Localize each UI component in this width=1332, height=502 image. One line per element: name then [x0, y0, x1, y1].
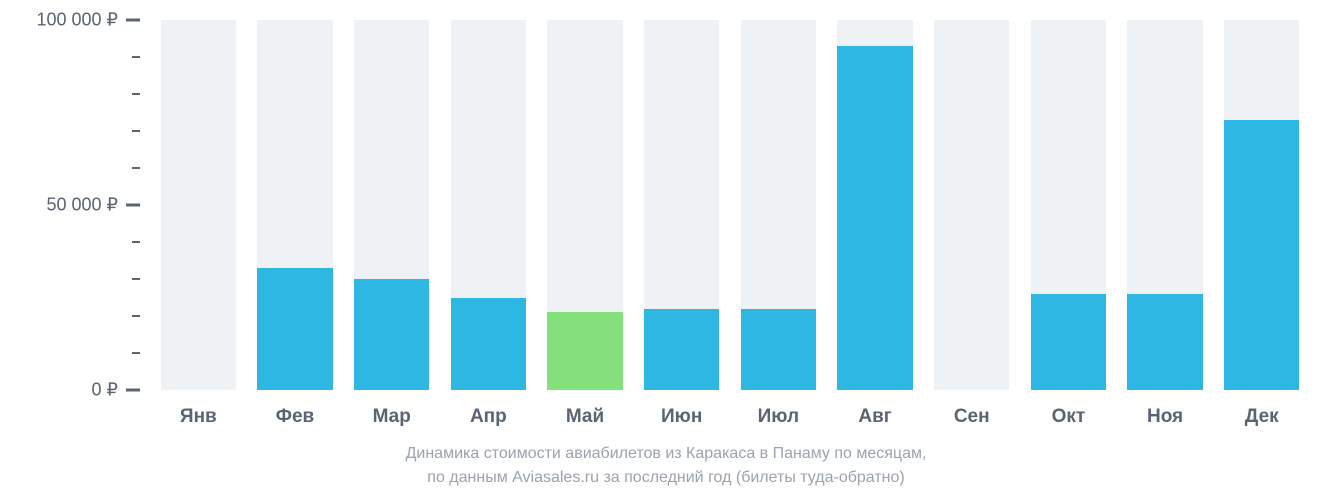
bar-background [547, 20, 622, 390]
x-axis-label: Апр [440, 400, 537, 428]
bar [837, 46, 912, 390]
y-tick-minor [132, 241, 140, 243]
bar [1224, 120, 1299, 390]
bar-slot [537, 20, 634, 390]
y-tick-minor [132, 93, 140, 95]
bar-slot [1117, 20, 1214, 390]
bar-background [1031, 20, 1106, 390]
bar [1031, 294, 1106, 390]
y-tick-mark [126, 204, 140, 207]
price-chart: 0 ₽50 000 ₽100 000 ₽ ЯнвФевМарАпрМайИюнИ… [0, 0, 1332, 502]
bar-background [837, 20, 912, 390]
caption-line-1: Динамика стоимости авиабилетов из Карака… [406, 445, 927, 462]
bar-slot [923, 20, 1020, 390]
y-tick-label: 100 000 ₽ [36, 10, 118, 31]
bar-background [741, 20, 816, 390]
plot-area [150, 20, 1310, 390]
bar [644, 309, 719, 390]
x-axis-label: Ноя [1117, 400, 1214, 428]
bar [741, 309, 816, 390]
caption-line-2: по данным Aviasales.ru за последний год … [427, 469, 904, 486]
x-axis-label: Мар [343, 400, 440, 428]
y-tick-label: 0 ₽ [92, 380, 118, 401]
bars-container [150, 20, 1310, 390]
y-tick-mark [126, 19, 140, 22]
bar-slot [827, 20, 924, 390]
y-tick-minor [132, 315, 140, 317]
bar-background [934, 20, 1009, 390]
bar-slot [1020, 20, 1117, 390]
bar-background [257, 20, 332, 390]
x-axis-labels: ЯнвФевМарАпрМайИюнИюлАвгСенОктНояДек [150, 400, 1310, 428]
x-axis-label: Фев [247, 400, 344, 428]
bar-highlight [547, 312, 622, 390]
y-tick-mark [126, 389, 140, 392]
y-tick-label: 50 000 ₽ [46, 195, 118, 216]
y-tick-major: 50 000 ₽ [46, 195, 140, 216]
bar-slot [247, 20, 344, 390]
y-tick-major: 0 ₽ [92, 380, 140, 401]
x-axis-label: Июл [730, 400, 827, 428]
x-axis-label: Июн [633, 400, 730, 428]
y-tick-minor [132, 278, 140, 280]
x-axis-label: Янв [150, 400, 247, 428]
bar [257, 268, 332, 390]
bar-background [644, 20, 719, 390]
bar-slot [343, 20, 440, 390]
bar-background [1224, 20, 1299, 390]
bar-background [1127, 20, 1202, 390]
bar-background [451, 20, 526, 390]
x-axis-label: Дек [1213, 400, 1310, 428]
x-axis-label: Май [537, 400, 634, 428]
x-axis-label: Окт [1020, 400, 1117, 428]
y-tick-minor [132, 56, 140, 58]
y-tick-minor [132, 167, 140, 169]
bar-slot [1213, 20, 1310, 390]
y-tick-minor [132, 352, 140, 354]
bar-background [354, 20, 429, 390]
bar-slot [633, 20, 730, 390]
bar-background [161, 20, 236, 390]
y-axis: 0 ₽50 000 ₽100 000 ₽ [0, 20, 150, 390]
bar-slot [730, 20, 827, 390]
bar-slot [150, 20, 247, 390]
chart-caption: Динамика стоимости авиабилетов из Карака… [0, 442, 1332, 490]
x-axis-label: Сен [923, 400, 1020, 428]
bar [451, 298, 526, 391]
bar-slot [440, 20, 537, 390]
y-tick-minor [132, 130, 140, 132]
y-tick-major: 100 000 ₽ [36, 10, 140, 31]
x-axis-label: Авг [827, 400, 924, 428]
bar [354, 279, 429, 390]
bar [1127, 294, 1202, 390]
